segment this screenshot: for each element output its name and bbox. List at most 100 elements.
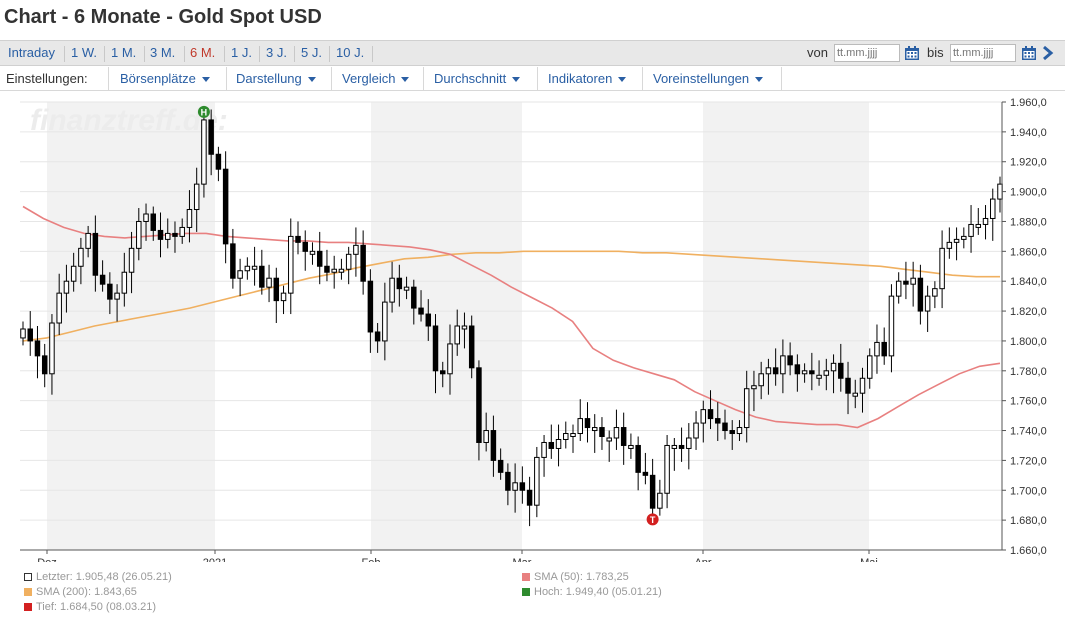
x-tick-label: Mar: [513, 557, 532, 562]
candle-body: [497, 459, 504, 473]
menu-voreinstellungen[interactable]: Voreinstellungen: [653, 71, 764, 86]
candle-body: [396, 277, 403, 290]
calendar-icon[interactable]: [1021, 45, 1037, 61]
candle-body: [924, 295, 931, 312]
range-separator: [329, 46, 330, 62]
menu-label: Indikatoren: [548, 71, 613, 86]
menu-separator: [226, 67, 227, 90]
menu-boersenplaetze[interactable]: Börsenplätze: [120, 71, 210, 86]
range-3m[interactable]: 3 M.: [150, 45, 176, 60]
menu-separator: [537, 67, 538, 90]
candle-body: [932, 288, 938, 297]
candle: [816, 360, 822, 386]
x-tick-label: Apr: [694, 557, 711, 562]
range-1w[interactable]: 1 W.: [71, 45, 98, 60]
caret-down-icon: [201, 77, 210, 83]
candle-body: [968, 223, 974, 237]
candle-body: [620, 427, 627, 446]
candle-body: [288, 235, 294, 294]
candle-body: [664, 444, 670, 494]
range-10j[interactable]: 10 J.: [336, 45, 365, 60]
menu-darstellung[interactable]: Darstellung: [236, 71, 316, 86]
range-separator: [104, 46, 105, 62]
candle-body: [939, 247, 945, 290]
candle-body: [215, 153, 222, 170]
candle-body: [823, 370, 830, 376]
candlestick-chart: finanztreff.de: HT 1.960,01.940,01.920,0…: [20, 97, 1047, 562]
caret-down-icon: [401, 77, 410, 83]
range-3j[interactable]: 3 J.: [266, 45, 287, 60]
candle: [715, 402, 721, 441]
to-date-input[interactable]: [950, 44, 1016, 62]
candle-body: [128, 247, 135, 273]
range-1j[interactable]: 1 J.: [231, 45, 252, 60]
candle: [686, 423, 692, 470]
candle: [910, 261, 916, 307]
candle: [866, 348, 873, 389]
candle-body: [476, 367, 482, 443]
candle: [751, 370, 757, 412]
range-6m[interactable]: 6 M.: [190, 45, 216, 60]
candle: [758, 361, 764, 400]
range-5j[interactable]: 5 J.: [301, 45, 322, 60]
candle-body: [765, 367, 772, 375]
candle-body: [743, 388, 750, 429]
calendar-icon[interactable]: [904, 45, 920, 61]
y-tick-label: 1.880,0: [1010, 216, 1047, 228]
sma200-series: [22, 250, 1000, 342]
candle: [852, 379, 859, 409]
menu-indikatoren[interactable]: Indikatoren: [548, 71, 627, 86]
candle: [150, 206, 157, 241]
candle-body: [382, 301, 388, 342]
high-marker-label: H: [201, 107, 208, 117]
candle: [895, 272, 902, 304]
menu-separator: [423, 67, 424, 90]
candle: [338, 258, 345, 280]
y-tick-label: 1.900,0: [1010, 187, 1047, 199]
candle: [353, 227, 359, 277]
candle-body: [541, 441, 547, 458]
legend-last: Letzter: 1.905,48 (26.05.21): [24, 571, 172, 583]
candle-body: [27, 328, 33, 342]
candle: [425, 299, 432, 341]
chevron-right-icon[interactable]: [1041, 45, 1055, 61]
candle-body: [338, 268, 345, 273]
candle-body: [20, 328, 26, 339]
range-separator: [64, 46, 65, 62]
candle: [114, 284, 120, 322]
legend-swatch: [522, 573, 530, 581]
y-tick-label: 1.680,0: [1010, 515, 1047, 527]
range-intraday[interactable]: Intraday: [8, 45, 55, 60]
candle: [316, 231, 323, 285]
candle-body: [910, 277, 916, 285]
candle-body: [794, 364, 801, 375]
candle: [845, 361, 851, 415]
y-tick-label: 1.960,0: [1010, 97, 1047, 109]
candle-body: [309, 250, 316, 255]
candle-body: [975, 223, 982, 228]
menu-durchschnitt[interactable]: Durchschnitt: [434, 71, 521, 86]
legend-label: Hoch: 1.949,40 (05.01.21): [534, 586, 662, 598]
range-1m[interactable]: 1 M.: [111, 45, 137, 60]
candle: [961, 227, 967, 249]
candle: [280, 285, 287, 315]
candle: [179, 218, 185, 244]
candle-body: [534, 456, 540, 506]
candle-body: [649, 474, 656, 509]
candle-body: [729, 430, 735, 435]
menu-vergleich[interactable]: Vergleich: [342, 71, 410, 86]
candle: [990, 188, 996, 241]
candle: [382, 282, 388, 361]
candle: [324, 249, 330, 282]
from-date-input[interactable]: [834, 44, 900, 62]
candle: [136, 208, 142, 261]
candle-body: [881, 341, 887, 357]
candle-body: [367, 280, 374, 333]
candle-body: [99, 274, 106, 285]
candle-body: [193, 183, 200, 211]
candle: [519, 466, 526, 504]
candle: [63, 264, 70, 313]
candle-body: [374, 331, 381, 342]
candle-body: [577, 418, 583, 435]
y-tick-label: 1.780,0: [1010, 366, 1047, 378]
